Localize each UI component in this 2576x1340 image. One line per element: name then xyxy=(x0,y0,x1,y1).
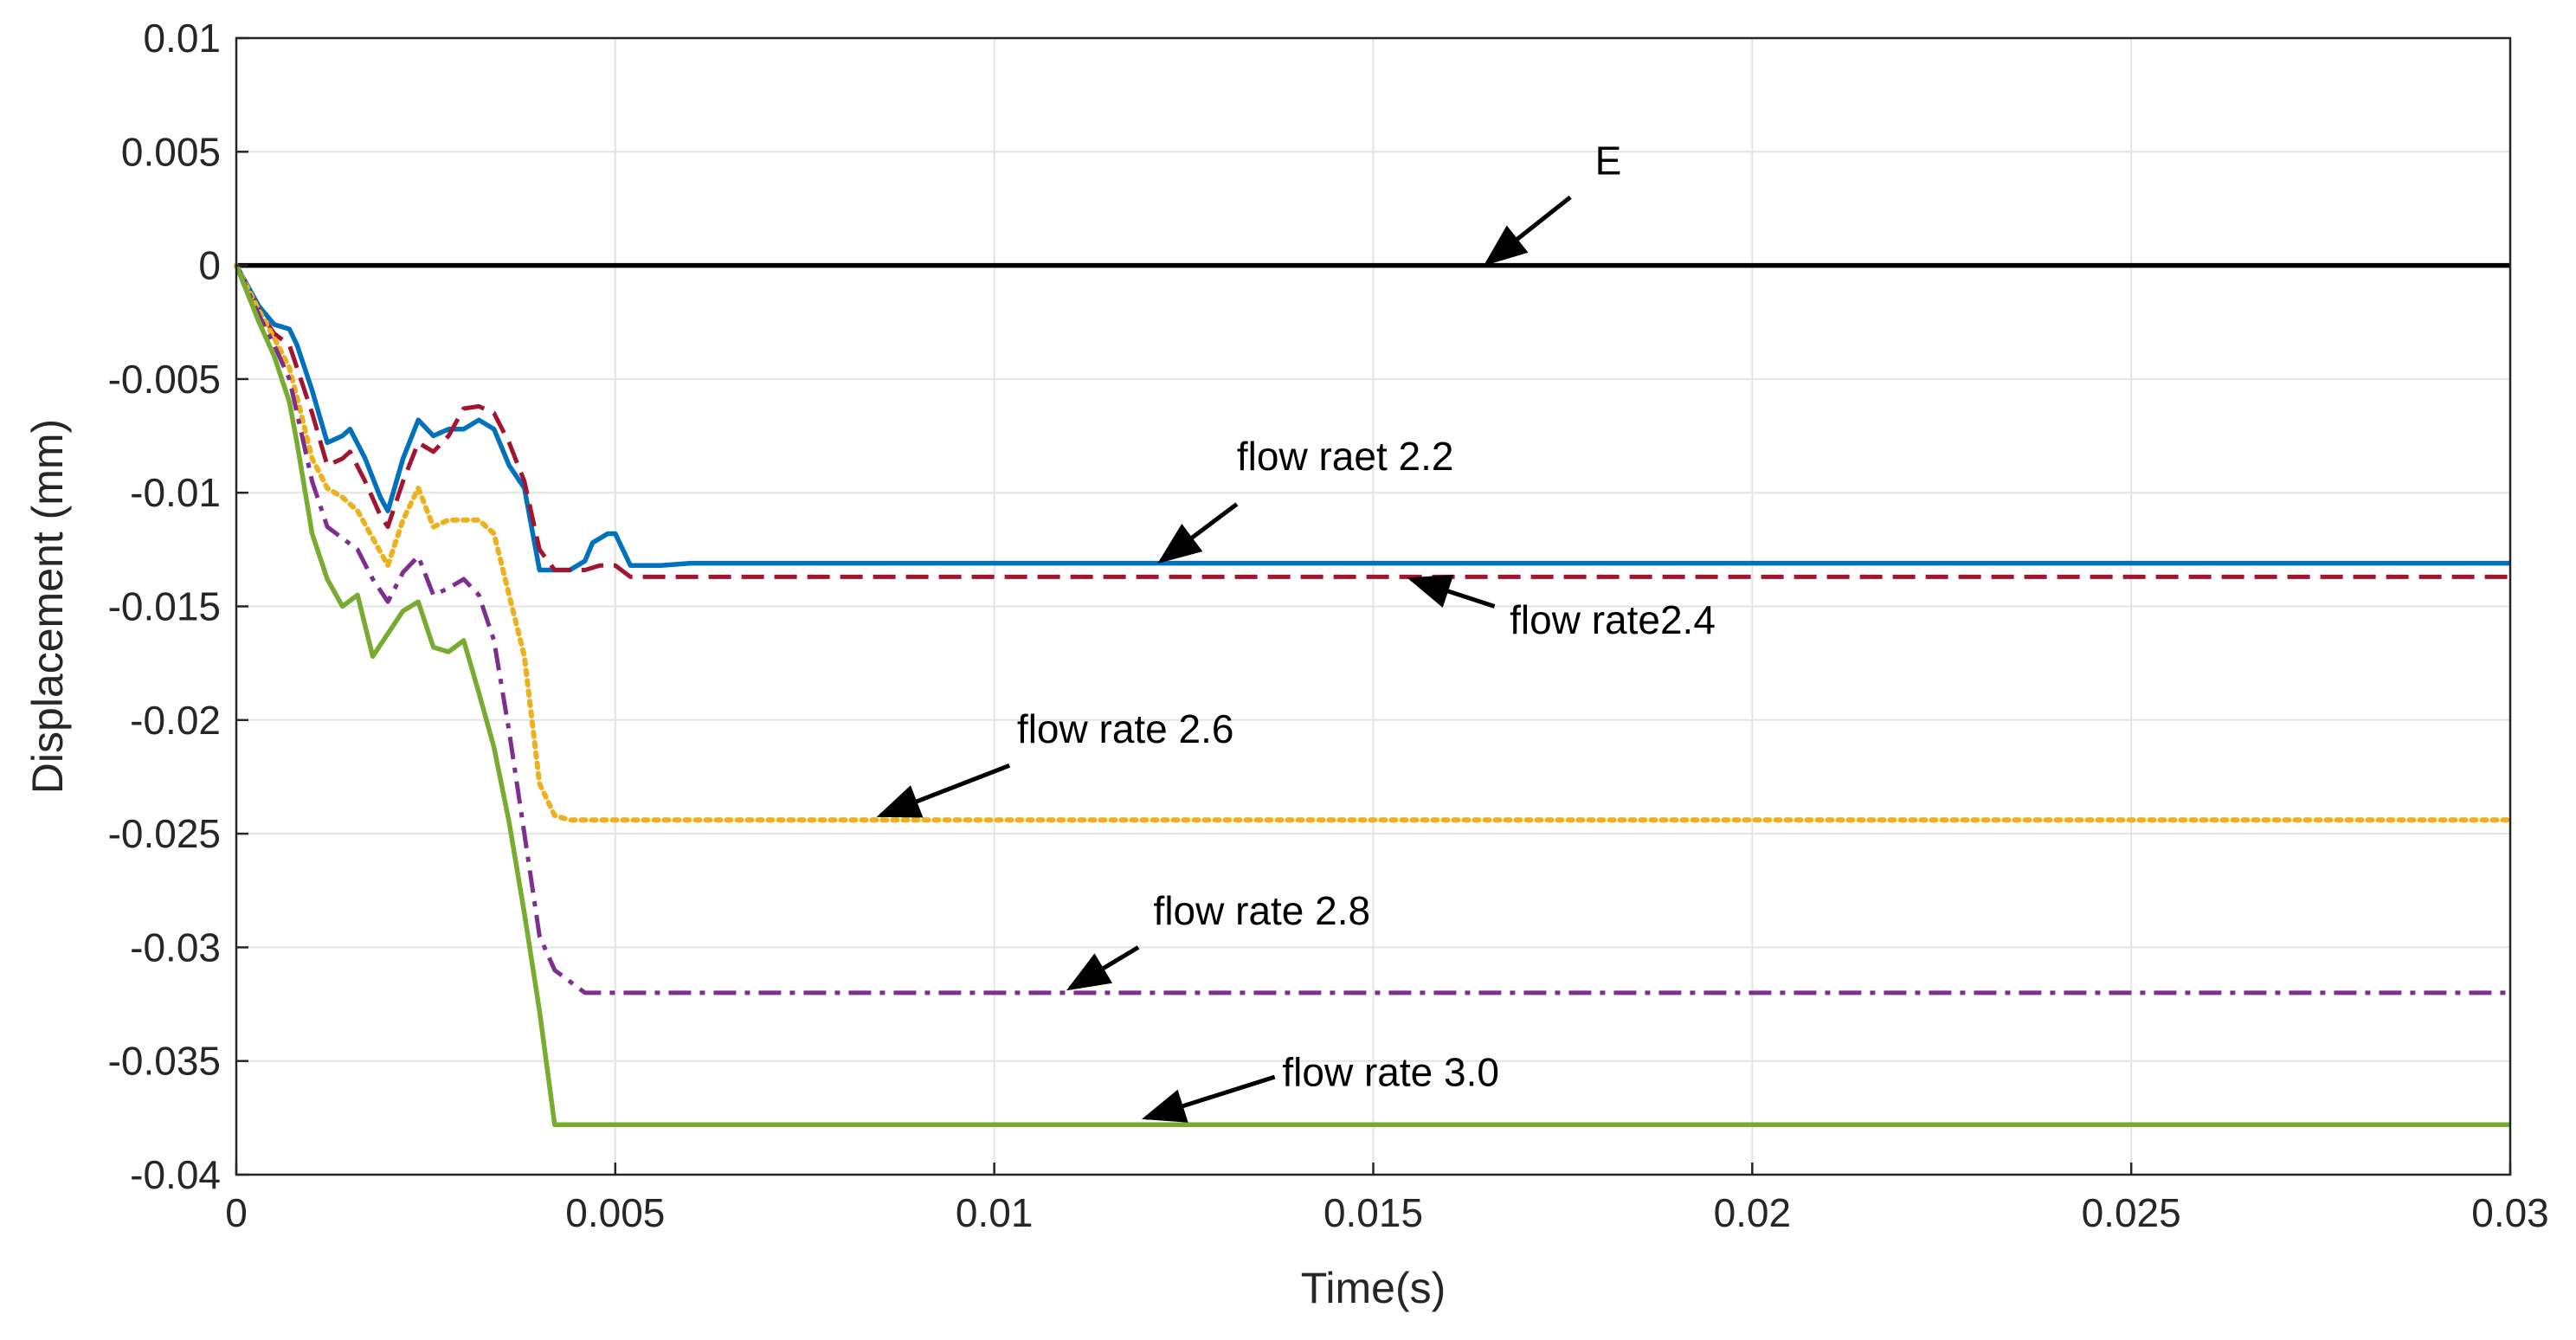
annotation-label-flow-rate-3-0: flow rate 3.0 xyxy=(1282,1050,1499,1095)
annotation-label-e: E xyxy=(1595,139,1622,184)
annotation-arrow-flow-raet-2-2 xyxy=(1157,502,1239,564)
y-tick-label: -0.02 xyxy=(130,698,221,743)
series-lines xyxy=(234,262,2513,1127)
grid xyxy=(236,38,2510,1175)
y-tick-label: 0 xyxy=(198,243,221,288)
annotation-arrow-flow-rate-3-0 xyxy=(1142,1074,1276,1123)
annotation-label-flow-rate2-4: flow rate2.4 xyxy=(1510,597,1716,642)
y-tick-label: 0.005 xyxy=(121,129,221,174)
series-line-flow-rate2-4 xyxy=(234,264,2510,579)
y-tick-label: -0.015 xyxy=(108,584,221,629)
x-tick-label: 0.025 xyxy=(2082,1190,2181,1235)
series-line-flow-rate-3-0 xyxy=(234,264,2510,1127)
annotation-label-flow-rate-2-6: flow rate 2.6 xyxy=(1017,706,1234,751)
y-axis-title: Displacement (mm) xyxy=(23,419,72,794)
annotation-label-flow-rate-2-8: flow rate 2.8 xyxy=(1154,888,1371,933)
x-tick-label: 0 xyxy=(225,1190,248,1235)
y-tick-label: -0.01 xyxy=(130,470,221,515)
axis-ticks: 0 0.005 0.01 0.015 0.02 0.025 0.030.010.0050-0… xyxy=(108,16,2549,1235)
y-tick-label: -0.04 xyxy=(130,1152,221,1197)
y-tick-label: -0.03 xyxy=(130,924,221,970)
series-line-flow-rate-2-8 xyxy=(234,264,2510,995)
annotation-label-flow-raet-2-2: flow raet 2.2 xyxy=(1237,434,1454,479)
x-axis-title: Time(s) xyxy=(1301,1264,1446,1312)
annotation-arrow-flow-rate-2-8 xyxy=(1066,945,1140,991)
x-tick-label: 0.005 xyxy=(565,1190,665,1235)
annotation-arrow-flow-rate-2-6 xyxy=(876,763,1011,818)
x-tick-label: 0.03 xyxy=(2471,1190,2549,1235)
annotation-arrow-flow-rate2-4 xyxy=(1407,574,1496,609)
x-tick-label: 0.015 xyxy=(1323,1190,1423,1235)
series-line-flow-raet-2-2 xyxy=(234,264,2510,573)
x-tick-label: 0.02 xyxy=(1714,1190,1792,1235)
y-tick-label: -0.035 xyxy=(108,1039,221,1084)
x-tick-label: 0.01 xyxy=(956,1190,1034,1235)
y-tick-label: 0.01 xyxy=(143,16,221,61)
y-tick-label: -0.025 xyxy=(108,811,221,856)
annotation-arrow-e xyxy=(1483,195,1572,267)
y-tick-label: -0.005 xyxy=(108,357,221,402)
series-line-flow-rate-2-6 xyxy=(234,262,2513,823)
